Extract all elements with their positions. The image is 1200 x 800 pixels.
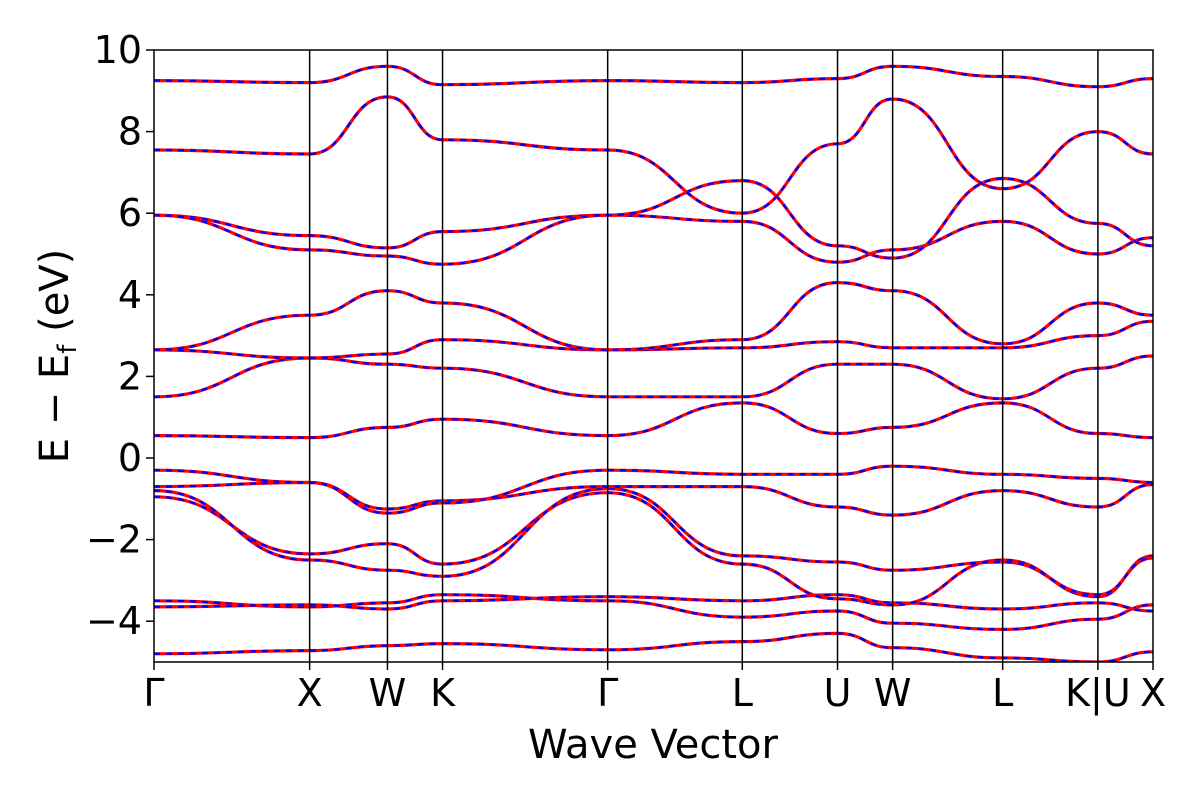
band-line-dashed: [154, 401, 1153, 439]
svg-text:E − Ef (eV): E − Ef (eV): [32, 249, 83, 464]
x-tick-label: K|U: [1065, 671, 1131, 716]
y-axis-ticks: 10 8 6 4 2 0 −2 −4: [86, 28, 154, 643]
x-tick-label: X: [1140, 671, 1166, 715]
band-line-dashed: [154, 593, 1153, 631]
band-line-dashed: [154, 632, 1153, 662]
x-axis-ticks: Γ X W K Γ L U W L K|U X: [143, 662, 1166, 716]
y-tick-label: −2: [86, 518, 142, 562]
y-axis-label: E − Ef (eV): [32, 249, 83, 464]
x-tick-label: K: [430, 671, 456, 715]
x-tick-label: L: [732, 671, 753, 715]
y-tick-label: 2: [118, 354, 142, 398]
band-line-dashed: [154, 95, 1153, 215]
y-tick-label: −4: [86, 599, 142, 643]
band-line: [154, 354, 1153, 401]
x-axis-label: Wave Vector: [528, 722, 779, 768]
band-line-dashed: [154, 491, 1153, 607]
y-tick-label: 10: [94, 28, 142, 72]
y-tick-label: 4: [118, 273, 142, 317]
band-line-dashed: [154, 320, 1153, 360]
band-line-dashed: [154, 281, 1153, 352]
band-line-dashed: [154, 65, 1153, 88]
x-tick-label: W: [874, 671, 912, 715]
band-line-dashed: [154, 593, 1153, 613]
y-tick-label: 8: [118, 110, 142, 154]
x-tick-label: X: [297, 671, 323, 715]
plot-frame: [153, 49, 1154, 663]
x-tick-label: U: [824, 671, 852, 715]
band-line-dashed: [154, 487, 1153, 596]
x-tick-label: Γ: [597, 671, 618, 715]
high-symmetry-lines: [308, 50, 1099, 662]
band-line-dashed: [154, 481, 1153, 517]
band-line-dashed: [154, 177, 1153, 266]
y-axis-label-subscript: f: [53, 344, 83, 354]
x-tick-label: L: [992, 671, 1013, 715]
x-tick-label: W: [369, 671, 407, 715]
y-tick-label: 6: [118, 191, 142, 235]
y-axis-label-unit: (eV): [32, 249, 78, 345]
y-tick-label: 0: [118, 436, 142, 480]
x-tick-label: Γ: [143, 671, 164, 715]
y-axis-label-main: E − E: [32, 354, 78, 464]
band-line-dashed: [154, 213, 1153, 264]
